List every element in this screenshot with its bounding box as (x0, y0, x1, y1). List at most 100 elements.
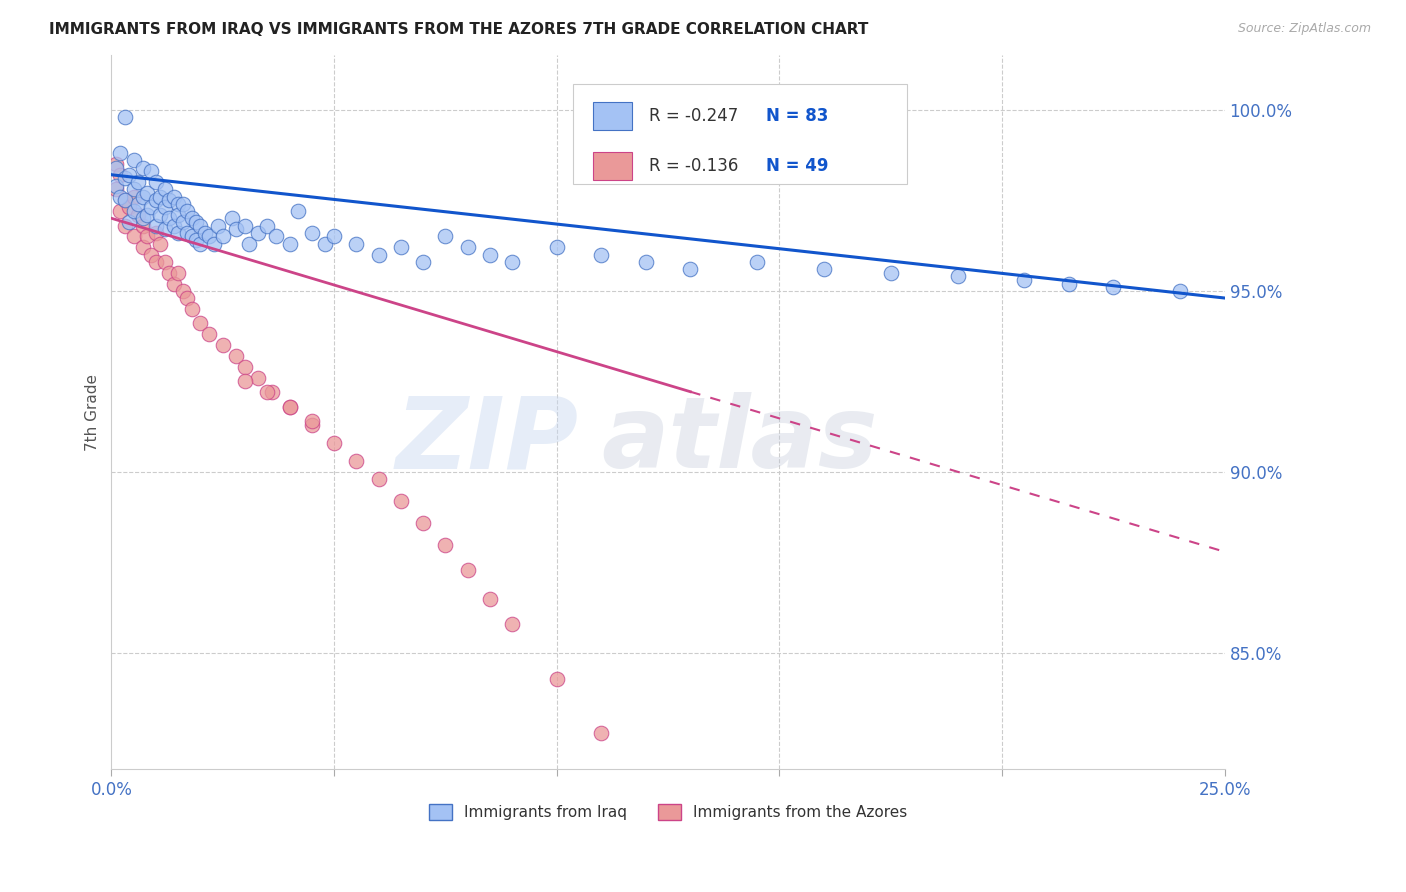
Text: ZIP: ZIP (396, 392, 579, 490)
Point (198, 229, 221, 244)
Point (136, 208, 159, 222)
Point (153, 254, 176, 268)
Point (145, 219, 167, 233)
Point (501, 617, 523, 632)
Point (131, 161, 153, 175)
Point (211, 229, 233, 244)
Point (301, 414, 323, 428)
Point (207, 219, 229, 233)
Point (149, 236, 172, 251)
Point (278, 400, 301, 414)
Point (287, 204, 309, 219)
Point (104, 161, 127, 175)
Point (247, 371, 270, 385)
Point (478, 591, 501, 606)
Point (114, 171, 136, 186)
Point (880, 266, 903, 280)
Point (501, 254, 523, 268)
Point (546, 240, 568, 254)
Point (176, 226, 198, 240)
Point (184, 215, 207, 229)
Point (190, 236, 212, 251)
Point (141, 201, 163, 215)
Point (118, 215, 141, 229)
Point (1168, 284, 1191, 298)
Point (591, 726, 613, 740)
Point (260, 385, 283, 400)
Point (131, 240, 153, 254)
Point (225, 222, 247, 236)
Point (211, 338, 233, 352)
Text: N = 49: N = 49 (766, 157, 828, 175)
FancyBboxPatch shape (593, 152, 633, 180)
Point (153, 182, 176, 196)
Point (176, 204, 198, 219)
Point (1057, 277, 1080, 291)
Point (131, 189, 153, 203)
Point (141, 247, 163, 261)
Point (149, 189, 172, 203)
Point (167, 208, 190, 222)
Point (114, 219, 136, 233)
Point (389, 494, 412, 508)
Point (194, 226, 217, 240)
Point (180, 229, 202, 244)
Point (104, 178, 127, 193)
Point (412, 254, 434, 268)
Point (136, 229, 159, 244)
Point (1102, 280, 1125, 294)
Point (122, 189, 145, 203)
Point (122, 153, 145, 168)
Point (153, 201, 176, 215)
Point (478, 247, 501, 261)
Point (167, 196, 190, 211)
Point (127, 208, 149, 222)
Text: IMMIGRANTS FROM IRAQ VS IMMIGRANTS FROM THE AZORES 7TH GRADE CORRELATION CHART: IMMIGRANTS FROM IRAQ VS IMMIGRANTS FROM … (49, 22, 869, 37)
Point (145, 226, 167, 240)
Point (157, 266, 180, 280)
Point (323, 229, 346, 244)
Point (167, 226, 190, 240)
Point (131, 211, 153, 226)
Point (367, 472, 389, 486)
Point (184, 233, 207, 247)
Point (172, 196, 194, 211)
Point (163, 277, 186, 291)
Point (180, 211, 202, 226)
Point (946, 269, 969, 284)
Point (167, 266, 190, 280)
Point (278, 236, 301, 251)
Text: atlas: atlas (602, 392, 877, 490)
Point (634, 780, 657, 795)
Point (110, 168, 132, 182)
Point (163, 219, 186, 233)
Point (118, 168, 141, 182)
Point (233, 219, 256, 233)
Point (233, 359, 256, 374)
Point (323, 436, 346, 450)
Point (221, 211, 243, 226)
Point (153, 222, 176, 236)
Point (145, 175, 167, 189)
Point (679, 262, 702, 277)
Point (314, 236, 336, 251)
Point (127, 175, 149, 189)
Point (145, 254, 167, 268)
Point (256, 385, 278, 400)
Point (176, 291, 198, 305)
Point (634, 254, 657, 268)
Point (278, 400, 301, 414)
Point (434, 537, 457, 551)
FancyBboxPatch shape (574, 84, 907, 184)
Point (157, 193, 180, 207)
Point (457, 240, 479, 254)
FancyBboxPatch shape (593, 102, 633, 130)
Point (180, 301, 202, 316)
Point (198, 327, 221, 342)
Point (163, 189, 186, 203)
Point (457, 563, 479, 577)
Point (256, 219, 278, 233)
Text: Source: ZipAtlas.com: Source: ZipAtlas.com (1237, 22, 1371, 36)
Point (813, 262, 835, 277)
Point (157, 211, 180, 226)
